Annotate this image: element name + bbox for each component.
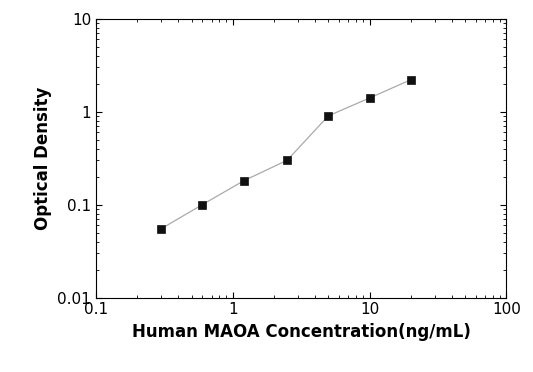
X-axis label: Human MAOA Concentration(ng/mL): Human MAOA Concentration(ng/mL) <box>132 323 471 341</box>
Y-axis label: Optical Density: Optical Density <box>34 86 52 230</box>
